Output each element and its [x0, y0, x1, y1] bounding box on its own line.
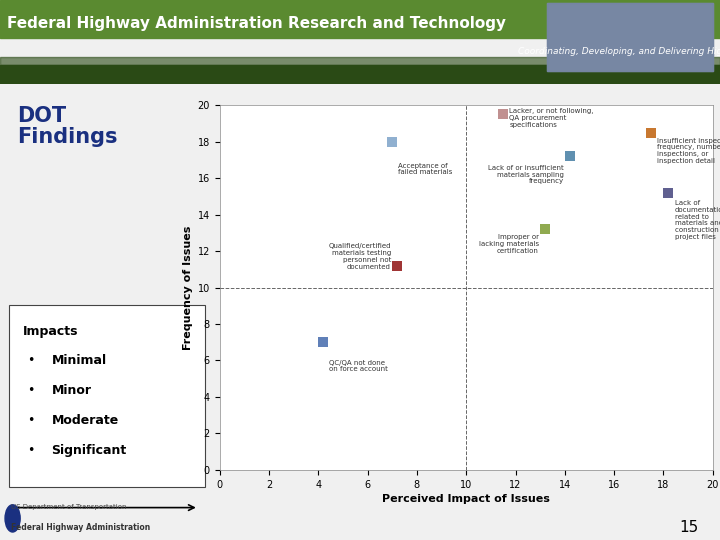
Bar: [547, 3, 713, 71]
Text: •: •: [27, 384, 35, 397]
Text: 15: 15: [679, 519, 698, 535]
X-axis label: Perceived Impact of Issues: Perceived Impact of Issues: [382, 494, 550, 504]
Text: Impacts: Impacts: [23, 325, 78, 338]
Circle shape: [5, 505, 20, 532]
Text: Moderate: Moderate: [52, 414, 119, 427]
Text: Lack of
documentation
related to
materials and
construction in
project files: Lack of documentation related to materia…: [675, 200, 720, 240]
Text: •: •: [27, 444, 35, 457]
Bar: [0, 0, 720, 38]
Text: Improper or
lacking materials
certification: Improper or lacking materials certificat…: [479, 234, 539, 254]
Bar: [547, 3, 713, 71]
Text: Minor: Minor: [52, 384, 91, 397]
Text: DOT
Findings: DOT Findings: [17, 106, 118, 147]
Point: [392, 261, 403, 270]
Point: [498, 110, 509, 119]
Point: [318, 338, 329, 347]
Text: Coordinating, Developing, and Delivering Highway Transportation Innovations: Coordinating, Developing, and Delivering…: [518, 48, 720, 56]
Text: Lack of or insufficient
materials sampling
frequency: Lack of or insufficient materials sampli…: [488, 165, 564, 184]
Point: [387, 137, 398, 146]
Text: Acceptance of
failed materials: Acceptance of failed materials: [398, 163, 453, 176]
Y-axis label: Frequency of Issues: Frequency of Issues: [184, 225, 194, 350]
FancyBboxPatch shape: [9, 305, 204, 488]
Bar: [0, 65, 720, 84]
Text: •: •: [27, 414, 35, 427]
Text: Insufficient inspection
frequency, number of
inspections, or
inspection detail: Insufficient inspection frequency, numbe…: [657, 138, 720, 164]
Point: [564, 152, 575, 160]
Text: •: •: [27, 354, 35, 367]
Bar: [0, 57, 720, 65]
Text: US Department of Transportation: US Department of Transportation: [11, 504, 126, 510]
Point: [662, 188, 674, 197]
Text: Lacker, or not following,
QA procurement
specifications: Lacker, or not following, QA procurement…: [509, 109, 594, 128]
Point: [645, 129, 657, 137]
Point: [539, 225, 551, 233]
Text: Minimal: Minimal: [52, 354, 107, 367]
Text: Qualified/certified
materials testing
personnel not
documented: Qualified/certified materials testing pe…: [328, 244, 391, 269]
Text: QC/QA not done
on force account: QC/QA not done on force account: [329, 360, 388, 372]
Text: Federal Highway Administration: Federal Highway Administration: [11, 523, 150, 532]
Text: Federal Highway Administration Research and Technology: Federal Highway Administration Research …: [7, 16, 506, 31]
Text: Significant: Significant: [52, 444, 127, 457]
